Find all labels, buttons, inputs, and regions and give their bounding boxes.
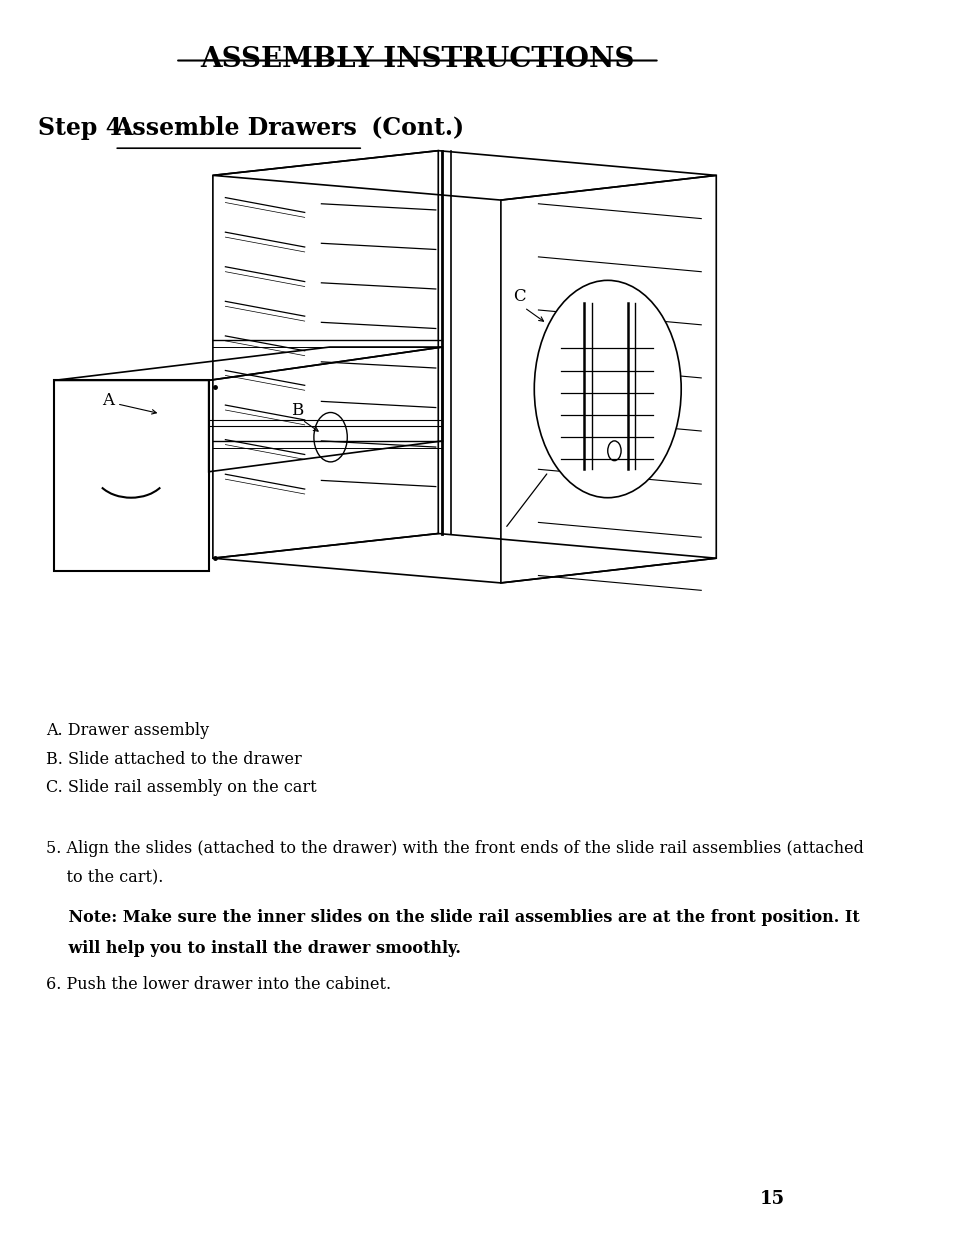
Text: A. Drawer assembly: A. Drawer assembly — [46, 722, 209, 740]
Text: C. Slide rail assembly on the cart: C. Slide rail assembly on the cart — [46, 779, 316, 797]
Circle shape — [534, 280, 680, 498]
Text: C: C — [513, 288, 525, 305]
Text: ASSEMBLY INSTRUCTIONS: ASSEMBLY INSTRUCTIONS — [200, 46, 634, 73]
Text: will help you to install the drawer smoothly.: will help you to install the drawer smoo… — [46, 940, 460, 957]
Text: (Cont.): (Cont.) — [363, 116, 464, 140]
Text: 5. Align the slides (attached to the drawer) with the front ends of the slide ra: 5. Align the slides (attached to the dra… — [46, 840, 862, 857]
Text: A: A — [102, 391, 114, 409]
Text: 6. Push the lower drawer into the cabinet.: 6. Push the lower drawer into the cabine… — [46, 976, 391, 993]
Text: Step 4:: Step 4: — [37, 116, 138, 140]
Text: B: B — [291, 401, 303, 419]
Text: B. Slide attached to the drawer: B. Slide attached to the drawer — [46, 751, 301, 768]
Text: Assemble Drawers: Assemble Drawers — [114, 116, 356, 140]
Text: 15: 15 — [759, 1189, 784, 1208]
Text: Note: Make sure the inner slides on the slide rail assemblies are at the front p: Note: Make sure the inner slides on the … — [46, 909, 859, 926]
Text: to the cart).: to the cart). — [46, 868, 163, 885]
